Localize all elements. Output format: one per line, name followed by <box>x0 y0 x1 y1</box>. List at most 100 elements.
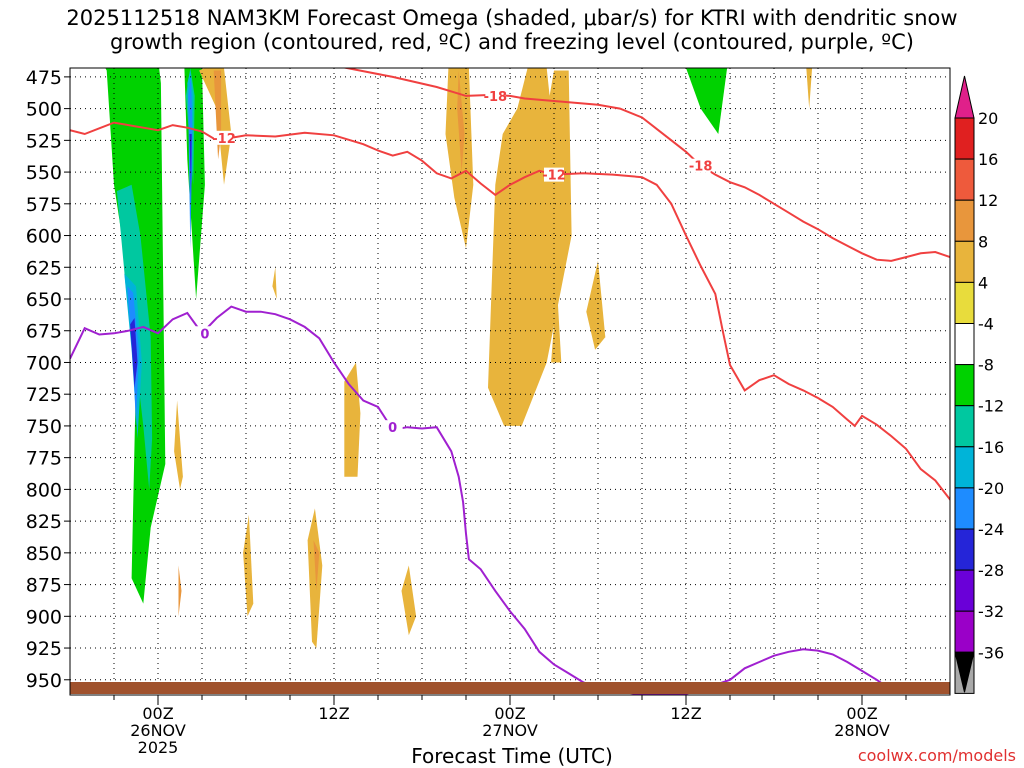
omega-region-19 <box>199 68 232 185</box>
x-tick-label: 00Z <box>846 704 877 723</box>
y-tick-label: 550 <box>26 162 62 184</box>
omega-region-1 <box>246 489 266 693</box>
colorbar-label: -8 <box>978 356 994 375</box>
y-tick-label: 900 <box>26 606 62 628</box>
omega-region-20 <box>344 362 361 477</box>
contour-label: 0 <box>388 421 397 436</box>
y-tick-label: 750 <box>26 416 62 438</box>
contour-label-bg <box>690 158 711 173</box>
omega-region-27 <box>174 400 183 490</box>
y-tick-label: 875 <box>26 575 62 597</box>
colorbar-label: -36 <box>978 643 1004 662</box>
y-tick-label: 475 <box>26 67 62 89</box>
omega-region-25 <box>307 508 323 648</box>
colorbar-box <box>954 364 975 407</box>
x-tick-date: 27NOV <box>482 721 538 740</box>
omega-region-33 <box>178 565 182 617</box>
omega-region-34 <box>457 70 465 173</box>
colorbar-box <box>954 240 975 283</box>
y-tick-label: 500 <box>26 99 62 121</box>
colorbar-box <box>954 281 975 324</box>
credit-link[interactable]: coolwx.com/models <box>857 746 1016 765</box>
omega-region-24 <box>586 260 606 350</box>
contour-label: -18 <box>689 160 713 175</box>
omega-region-6 <box>329 68 343 160</box>
colorbar-label: 8 <box>978 232 988 251</box>
contour-label: 0 <box>200 327 209 342</box>
omega-region-28 <box>243 514 254 617</box>
x-tick-label: 12Z <box>318 704 349 723</box>
y-tick-label: 600 <box>26 226 62 248</box>
colorbar-label: 4 <box>978 273 988 292</box>
y-tick-label: 775 <box>26 448 62 470</box>
chart-title-line1: 2025112518 NAM3KM Forecast Omega (shaded… <box>66 6 958 30</box>
colorbar-box <box>954 569 975 612</box>
colorbar-box <box>954 199 975 242</box>
colorbar-over-arrow <box>954 75 975 119</box>
omega-shading <box>70 68 813 693</box>
contour-label: -12 <box>212 132 236 147</box>
colorbar-label: -12 <box>978 397 1004 416</box>
colorbar-box <box>954 528 975 571</box>
colorbar-box <box>954 446 975 489</box>
colorbar-label: -32 <box>978 602 1004 621</box>
colorbar-box <box>954 117 975 160</box>
colorbar-label: -24 <box>978 520 1004 539</box>
x-tick-label: 00Z <box>142 704 173 723</box>
colorbar-label: -4 <box>978 315 994 334</box>
contour-line--12 <box>70 121 950 501</box>
x-tick-date: 28NOV <box>834 721 890 740</box>
y-axis: 475 500 525 550 575 600 625 650 675 700 725 750 775 8… <box>26 67 70 692</box>
chart-title-line2: growth region (contoured, red, ºC) and f… <box>110 30 914 54</box>
colorbar-label: 12 <box>978 191 998 210</box>
contours: -18 -18 -12 -12 0 0 <box>70 68 950 695</box>
contour-label-bg <box>485 88 506 103</box>
omega-region-26 <box>401 565 417 636</box>
omega-region-32 <box>313 540 320 591</box>
grid <box>70 68 950 695</box>
colorbar-box <box>954 158 975 201</box>
y-tick-label: 675 <box>26 321 62 343</box>
y-tick-label: 825 <box>26 511 62 533</box>
omega-region-7 <box>473 394 481 452</box>
omega-region-18 <box>189 134 192 198</box>
omega-region-22 <box>488 68 572 426</box>
y-tick-label: 850 <box>26 543 62 565</box>
colorbar-label: -16 <box>978 438 1004 457</box>
colorbar-box <box>954 610 975 653</box>
contour-label-bg <box>544 167 564 182</box>
ground-surface <box>70 682 950 694</box>
contour-line--18 <box>341 68 950 262</box>
y-tick-label: 800 <box>26 479 62 501</box>
colorbar-label: -20 <box>978 479 1004 498</box>
y-tick-label: 625 <box>26 257 62 279</box>
x-tick-year: 2025 <box>138 738 179 757</box>
y-tick-label: 950 <box>26 670 62 692</box>
contour-label-bg <box>382 420 403 435</box>
colorbar-label: -28 <box>978 561 1004 580</box>
colorbar: 20 16 12 8 4 -4 -8 -12 -16 -20 -24 -28 -32 -36 <box>954 75 1004 694</box>
omega-region-5 <box>681 286 691 420</box>
omega-region-2 <box>385 546 409 693</box>
omega-region-17 <box>130 318 138 388</box>
colorbar-label: 16 <box>978 150 998 169</box>
contour-label-bg <box>214 130 234 145</box>
omega-region-3 <box>433 400 475 636</box>
contour-line-0 <box>70 305 900 695</box>
omega-region-30 <box>272 267 277 299</box>
x-axis-label: Forecast Time (UTC) <box>411 744 613 768</box>
contour-label: -12 <box>542 169 566 184</box>
y-tick-label: 925 <box>26 638 62 660</box>
y-tick-label: 725 <box>26 384 62 406</box>
omega-region-4 <box>634 68 758 223</box>
omega-region-29 <box>806 68 813 109</box>
colorbar-box <box>954 487 975 530</box>
x-tick-label: 12Z <box>670 704 701 723</box>
omega-region-10 <box>686 68 728 134</box>
contour-label: -18 <box>484 90 508 105</box>
y-tick-label: 575 <box>26 194 62 216</box>
colorbar-box <box>954 405 975 448</box>
colorbar-box <box>954 323 975 366</box>
